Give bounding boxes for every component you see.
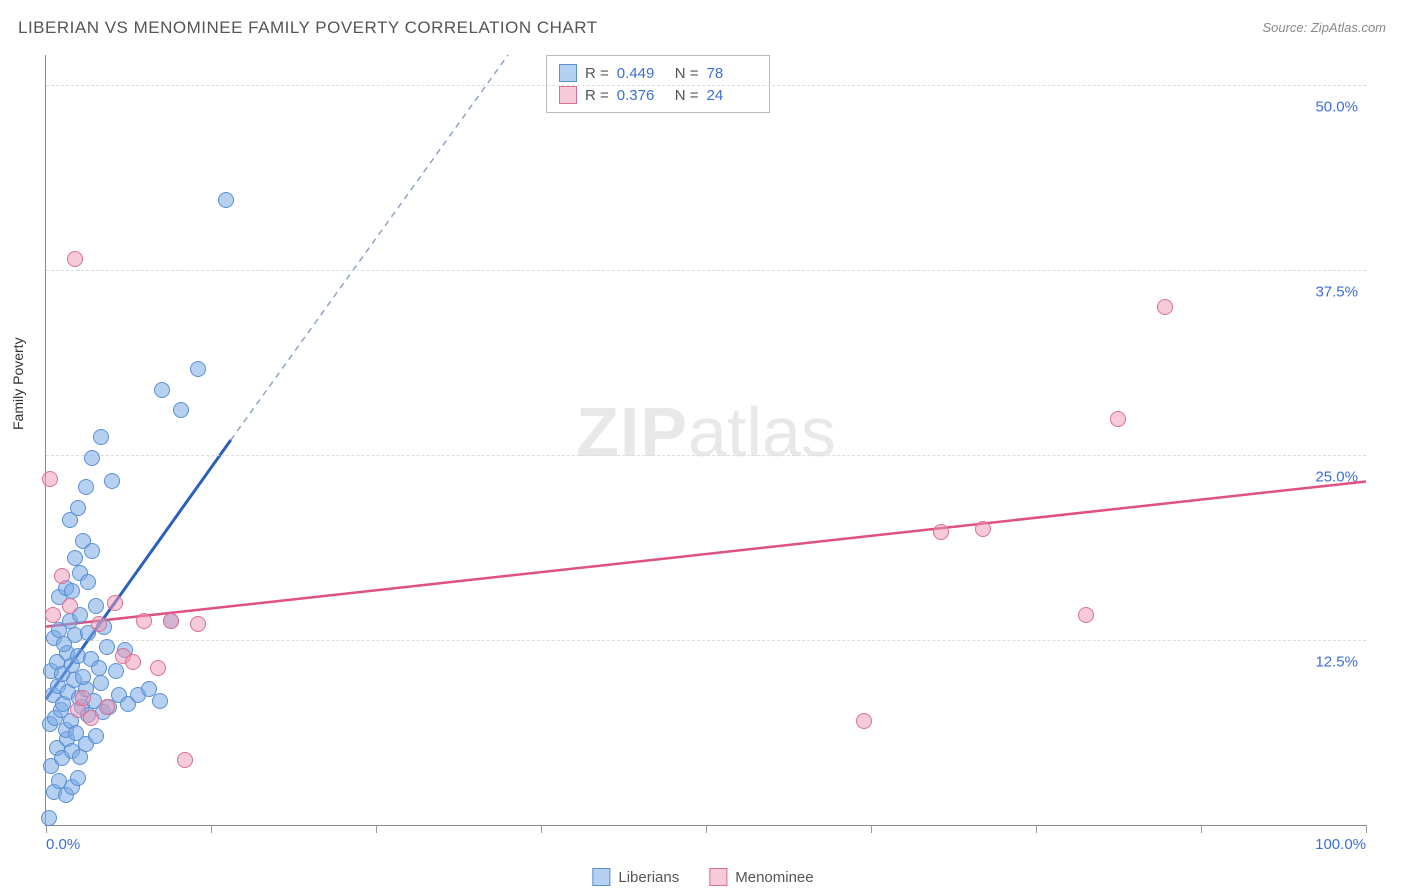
- x-tick: [871, 825, 872, 833]
- data-point: [91, 660, 107, 676]
- data-point: [93, 429, 109, 445]
- data-point: [154, 382, 170, 398]
- data-point: [83, 710, 99, 726]
- data-point: [41, 810, 57, 826]
- legend-label-liberians: Liberians: [618, 869, 679, 886]
- swatch-liberians: [559, 64, 577, 82]
- data-point: [70, 500, 86, 516]
- correlation-row-menominee: R = 0.376 N = 24: [559, 84, 757, 106]
- correlation-row-liberians: R = 0.449 N = 78: [559, 62, 757, 84]
- data-point: [190, 616, 206, 632]
- gridline: [46, 640, 1366, 641]
- data-point: [62, 598, 78, 614]
- data-point: [70, 770, 86, 786]
- data-point: [75, 669, 91, 685]
- data-point: [80, 574, 96, 590]
- trend-lines-layer: [46, 55, 1366, 825]
- data-point: [108, 663, 124, 679]
- r-label: R =: [585, 87, 609, 104]
- x-tick: [1201, 825, 1202, 833]
- n-value-menominee: 24: [707, 87, 757, 104]
- swatch-liberians-icon: [592, 868, 610, 886]
- x-tick: [706, 825, 707, 833]
- y-tick-label: 37.5%: [1315, 283, 1358, 300]
- source-attribution: Source: ZipAtlas.com: [1262, 20, 1386, 35]
- data-point: [67, 550, 83, 566]
- n-value-liberians: 78: [707, 65, 757, 82]
- data-point: [42, 471, 58, 487]
- data-point: [54, 568, 70, 584]
- x-tick: [1036, 825, 1037, 833]
- data-point: [88, 598, 104, 614]
- n-label: N =: [675, 65, 699, 82]
- gridline: [46, 85, 1366, 86]
- r-value-liberians: 0.449: [617, 65, 667, 82]
- data-point: [84, 450, 100, 466]
- y-tick-label: 25.0%: [1315, 468, 1358, 485]
- data-point: [177, 752, 193, 768]
- trend-line: [46, 481, 1366, 626]
- plot-area: ZIPatlas R = 0.449 N = 78 R = 0.376 N = …: [45, 55, 1366, 826]
- series-legend: Liberians Menominee: [592, 868, 813, 886]
- x-tick: [211, 825, 212, 833]
- x-tick-label: 0.0%: [46, 836, 80, 853]
- data-point: [93, 675, 109, 691]
- data-point: [67, 251, 83, 267]
- swatch-menominee-icon: [709, 868, 727, 886]
- x-tick: [376, 825, 377, 833]
- y-tick-label: 50.0%: [1315, 98, 1358, 115]
- swatch-menominee: [559, 86, 577, 104]
- x-tick-label: 100.0%: [1315, 836, 1366, 853]
- data-point: [150, 660, 166, 676]
- data-point: [190, 361, 206, 377]
- data-point: [84, 543, 100, 559]
- data-point: [856, 713, 872, 729]
- data-point: [1157, 299, 1173, 315]
- data-point: [75, 690, 91, 706]
- data-point: [173, 402, 189, 418]
- y-tick-label: 12.5%: [1315, 653, 1358, 670]
- n-label: N =: [675, 87, 699, 104]
- y-axis-label: Family Poverty: [10, 337, 26, 430]
- data-point: [45, 607, 61, 623]
- data-point: [64, 583, 80, 599]
- data-point: [68, 725, 84, 741]
- x-tick: [1366, 825, 1367, 833]
- data-point: [163, 613, 179, 629]
- trend-line: [231, 55, 508, 440]
- data-point: [91, 616, 107, 632]
- chart-title: LIBERIAN VS MENOMINEE FAMILY POVERTY COR…: [18, 18, 598, 38]
- data-point: [933, 524, 949, 540]
- data-point: [152, 693, 168, 709]
- data-point: [88, 728, 104, 744]
- data-point: [1078, 607, 1094, 623]
- r-label: R =: [585, 65, 609, 82]
- data-point: [1110, 411, 1126, 427]
- chart-container: LIBERIAN VS MENOMINEE FAMILY POVERTY COR…: [0, 0, 1406, 892]
- data-point: [99, 639, 115, 655]
- x-tick: [541, 825, 542, 833]
- data-point: [218, 192, 234, 208]
- data-point: [104, 473, 120, 489]
- legend-item-menominee: Menominee: [709, 868, 813, 886]
- data-point: [136, 613, 152, 629]
- gridline: [46, 270, 1366, 271]
- gridline: [46, 455, 1366, 456]
- data-point: [78, 479, 94, 495]
- data-point: [107, 595, 123, 611]
- r-value-menominee: 0.376: [617, 87, 667, 104]
- legend-item-liberians: Liberians: [592, 868, 679, 886]
- legend-label-menominee: Menominee: [735, 869, 813, 886]
- data-point: [99, 699, 115, 715]
- data-point: [125, 654, 141, 670]
- data-point: [975, 521, 991, 537]
- x-tick: [46, 825, 47, 833]
